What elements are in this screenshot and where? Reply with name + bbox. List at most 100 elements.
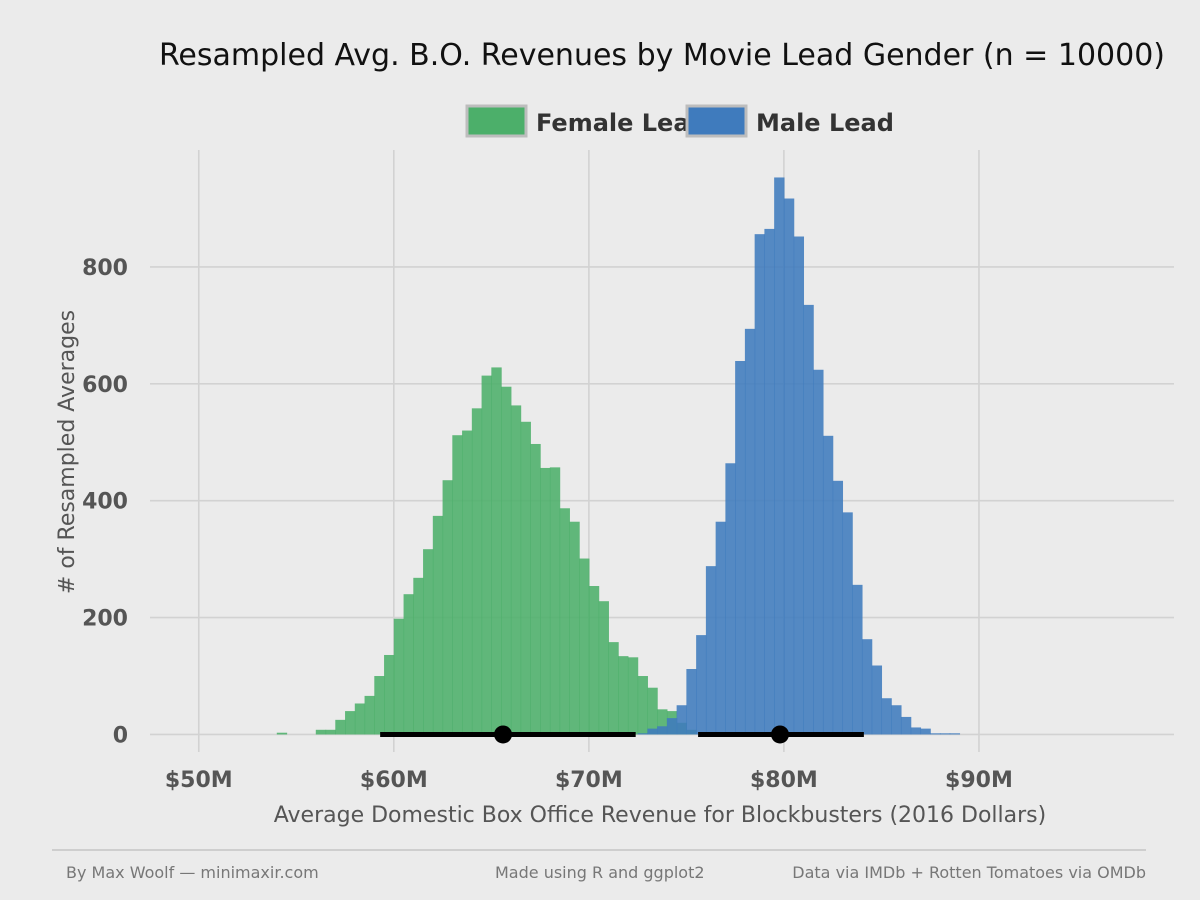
histogram-bar — [647, 728, 658, 735]
histogram-bar — [891, 705, 902, 735]
histogram-bar — [471, 408, 483, 735]
histogram-bar — [481, 375, 492, 735]
histogram-bar — [676, 705, 687, 735]
histogram-bar — [939, 733, 951, 735]
mean-point — [494, 725, 513, 744]
histogram-bar — [764, 228, 775, 735]
legend-swatch-male-lead — [685, 104, 748, 138]
histogram-bar — [871, 665, 883, 735]
series-male-lead — [637, 177, 961, 735]
histogram-bar — [569, 521, 580, 735]
histogram-bar — [549, 467, 561, 735]
histogram-bars — [276, 177, 961, 735]
footer-source: Data via IMDb + Rotten Tomatoes via OMDb — [792, 863, 1146, 882]
x-tick-label: $80M — [750, 768, 818, 793]
legend-label-female-lead: Female Lead — [536, 109, 707, 137]
gridlines — [150, 150, 1174, 752]
histogram-bar — [393, 618, 405, 735]
histogram-bar — [881, 698, 892, 735]
y-axis-title: # of Resampled Averages — [55, 310, 80, 594]
histogram-bar — [793, 236, 805, 735]
histogram-bar — [315, 729, 327, 735]
legend: Female Lead Male Lead — [465, 104, 894, 138]
histogram-bar — [276, 732, 288, 735]
histogram-bar — [364, 695, 375, 735]
histogram-bar — [354, 703, 366, 735]
histogram-bar — [705, 566, 717, 735]
histogram-bar — [540, 467, 551, 735]
histogram-bar — [783, 198, 795, 735]
histogram-bar — [608, 642, 619, 735]
histogram-bar — [637, 676, 648, 735]
histogram-bar — [852, 584, 863, 735]
histogram-bar — [832, 480, 844, 735]
x-axis-title: Average Domestic Box Office Revenue for … — [274, 803, 1046, 828]
histogram-bar — [403, 594, 414, 735]
x-tick-label: $50M — [165, 768, 233, 793]
histogram-bar — [627, 657, 639, 735]
histogram-bar — [861, 639, 873, 735]
histogram-bar — [423, 549, 434, 735]
histogram-bar — [637, 733, 648, 735]
histogram-bar — [686, 669, 697, 735]
histogram-bar — [510, 405, 522, 735]
y-tick-label: 200 — [82, 607, 128, 632]
histogram-bar — [520, 421, 531, 735]
y-tick-label: 0 — [113, 723, 128, 748]
chart-title: Resampled Avg. B.O. Revenues by Movie Le… — [159, 38, 1165, 73]
x-tick-label: $90M — [945, 768, 1013, 793]
series-female-lead — [276, 367, 697, 735]
histogram-bar — [325, 729, 336, 735]
histogram-bar — [900, 716, 912, 735]
histogram-bar — [666, 718, 678, 735]
histogram-bar — [803, 304, 814, 735]
histogram-bar — [920, 728, 931, 735]
histogram-bar — [491, 367, 502, 735]
histogram-bar — [384, 654, 395, 735]
histogram-bar — [657, 709, 668, 735]
histogram-bar — [335, 719, 346, 735]
x-tick-label: $70M — [555, 768, 623, 793]
tick-labels: $50M $60M $70M $80M $90M 0 200 400 600 800 — [82, 256, 1013, 793]
x-tick-label: $60M — [360, 768, 428, 793]
histogram-bar — [442, 480, 453, 735]
histogram-bar — [598, 601, 609, 735]
histogram-bar — [842, 512, 853, 735]
histogram-bar — [715, 521, 726, 735]
footer-tool: Made using R and ggplot2 — [495, 863, 705, 882]
y-tick-label: 400 — [82, 490, 128, 515]
y-tick-label: 800 — [82, 256, 128, 281]
histogram-bar — [588, 586, 600, 735]
histogram-bar — [501, 386, 512, 735]
histogram-bar — [413, 577, 424, 735]
histogram-bar — [774, 177, 785, 735]
histogram-bar — [462, 430, 473, 735]
confidence-intervals — [380, 725, 864, 744]
mean-point — [771, 725, 790, 744]
histogram-bar — [725, 463, 736, 735]
histogram-bar — [930, 733, 941, 735]
histogram-bar — [754, 234, 765, 735]
histogram-bar — [345, 711, 356, 735]
histogram-bar — [910, 727, 922, 735]
histogram-bar — [949, 733, 961, 735]
histogram-bar — [452, 435, 463, 735]
legend-swatch-female-lead — [465, 104, 528, 138]
histogram-bar — [530, 443, 541, 735]
legend-label-male-lead: Male Lead — [756, 109, 894, 137]
histogram-bar — [432, 515, 444, 735]
histogram-bar — [374, 676, 385, 735]
histogram-bar — [822, 435, 834, 735]
histogram-bar — [813, 369, 824, 735]
histogram-bar — [744, 328, 756, 735]
footer-author: By Max Woolf — minimaxir.com — [66, 863, 319, 882]
histogram-bar — [559, 508, 570, 735]
y-tick-label: 600 — [82, 373, 128, 398]
histogram-bar — [696, 635, 707, 735]
histogram-bar — [657, 726, 668, 735]
histogram-bar — [618, 656, 629, 735]
histogram-bar — [647, 687, 658, 735]
histogram-bar — [579, 558, 590, 735]
histogram-bar — [735, 360, 746, 735]
